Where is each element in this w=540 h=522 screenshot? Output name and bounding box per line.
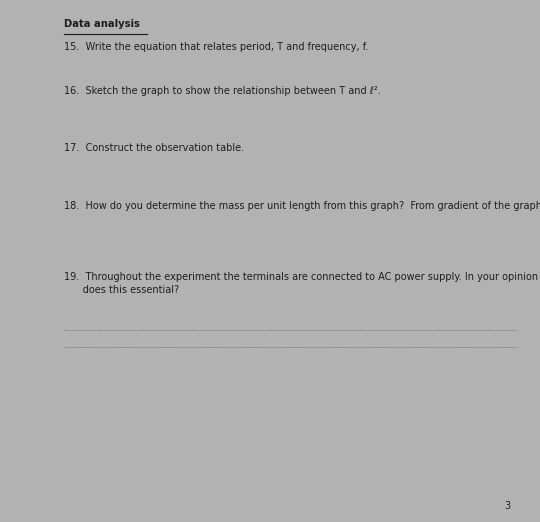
Text: 16.  Sketch the graph to show the relationship between T and ℓ².: 16. Sketch the graph to show the relatio… xyxy=(64,86,380,96)
Text: 18.  How do you determine the mass per unit length from this graph?  From gradie: 18. How do you determine the mass per un… xyxy=(64,201,540,211)
Text: 3: 3 xyxy=(504,501,510,511)
Text: 15.  Write the equation that relates period, T and frequency, f.: 15. Write the equation that relates peri… xyxy=(64,42,368,52)
Text: Data analysis: Data analysis xyxy=(64,19,140,29)
Text: 19.  Throughout the experiment the terminals are connected to AC power supply. I: 19. Throughout the experiment the termin… xyxy=(64,272,540,282)
Text: 17.  Construct the observation table.: 17. Construct the observation table. xyxy=(64,143,244,153)
Text: does this essential?: does this essential? xyxy=(64,285,179,295)
